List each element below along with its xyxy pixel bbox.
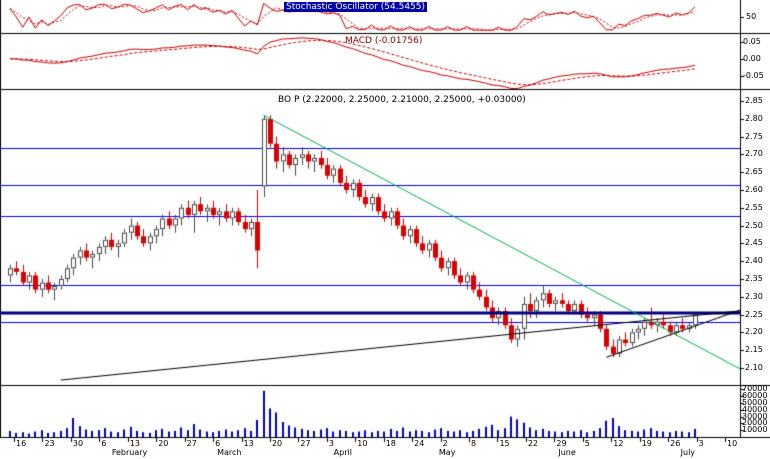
- stochastic-panel-title[interactable]: Stochastic Oscillator (54.5455): [284, 2, 428, 12]
- price-scale-label: 2.20: [745, 327, 763, 337]
- week-tick-label: 3: [698, 439, 704, 448]
- week-tick-label: 13: [129, 439, 140, 448]
- stochastic-scale-label: 50: [746, 12, 757, 21]
- month-label: May: [438, 448, 456, 457]
- price-scale-label: 2.80: [745, 113, 763, 123]
- price-scale-label: 2.60: [745, 184, 763, 194]
- price-scale-label: 2.55: [745, 202, 763, 212]
- week-tick-label: 12: [613, 439, 624, 448]
- macd-scale-label: 0.05: [743, 36, 761, 46]
- week-tick-label: 6: [101, 439, 107, 448]
- price-scale-label: 2.30: [745, 291, 763, 301]
- volume-scale-label: 70000: [742, 384, 768, 394]
- price-scale-label: 2.50: [745, 220, 763, 230]
- week-tick-label: 20: [158, 439, 169, 448]
- week-tick-label: 27: [300, 439, 311, 448]
- price-scale-label: 2.75: [745, 131, 763, 141]
- volume-scale-label: 40000: [742, 404, 768, 414]
- week-tick-label: 29: [556, 439, 567, 448]
- price-scale-label: 2.15: [745, 345, 763, 355]
- week-tick-label: 26: [670, 439, 681, 448]
- week-tick-label: 3: [328, 439, 334, 448]
- month-label: July: [680, 448, 696, 457]
- month-label: March: [217, 448, 242, 457]
- week-tick-label: 2: [442, 439, 448, 448]
- macd-scale-label: 0.00: [743, 53, 761, 63]
- week-tick-label: 6: [215, 439, 221, 448]
- volume-scale-label: 20000: [742, 418, 768, 428]
- week-tick-label: 13: [243, 439, 254, 448]
- month-label: April: [333, 448, 352, 457]
- price-scale-label: 2.10: [745, 362, 763, 372]
- week-tick-label: 30: [72, 439, 84, 448]
- week-tick-label: 23: [44, 439, 55, 448]
- month-label: June: [558, 448, 576, 457]
- macd-panel-title[interactable]: MACD (-0.01756): [345, 36, 423, 46]
- price-scale-label: 2.70: [745, 149, 763, 159]
- volume-scale-label: 30000: [742, 411, 768, 421]
- week-tick-label: 18: [385, 439, 396, 448]
- week-tick-label: 16: [16, 439, 27, 448]
- week-tick-label: 15: [499, 439, 510, 448]
- week-tick-label: 8: [471, 439, 477, 448]
- price-scale-label: 2.45: [745, 238, 763, 248]
- week-tick-label: 5: [584, 439, 590, 448]
- week-tick-label: 10: [727, 439, 738, 448]
- volume-scale-label: 50000: [742, 398, 768, 407]
- week-tick-label: 10: [357, 439, 368, 448]
- price-scale-label: 2.85: [745, 95, 763, 105]
- month-label: February: [111, 448, 148, 457]
- price-scale-label: 2.65: [745, 167, 763, 177]
- price-scale-label: 2.35: [745, 273, 763, 283]
- price-scale-label: 2.40: [745, 256, 763, 266]
- macd-scale-label: -0.05: [743, 70, 764, 80]
- price-scale-label: 2.25: [745, 309, 763, 319]
- volume-scale-label: 60000: [742, 391, 768, 401]
- week-tick-label: 19: [641, 439, 652, 448]
- week-tick-label: 22: [527, 439, 539, 448]
- price-panel-title[interactable]: BO P (2.22000, 2.25000, 2.21000, 2.25000…: [278, 95, 526, 105]
- volume-scale-label: 10000: [742, 425, 768, 435]
- week-tick-label: 27: [186, 439, 197, 448]
- week-tick-label: 20: [271, 439, 283, 448]
- week-tick-label: 24: [414, 439, 425, 448]
